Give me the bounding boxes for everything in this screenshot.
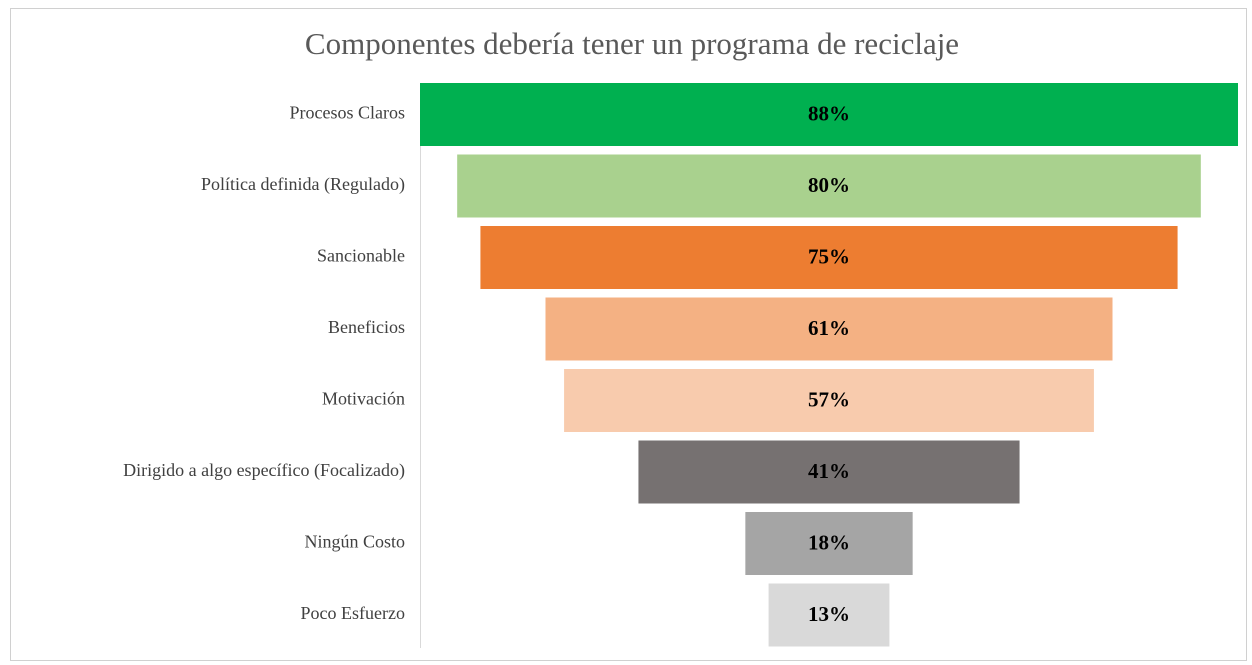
data-label: 80% bbox=[808, 173, 850, 197]
funnel-bar bbox=[457, 154, 1201, 218]
data-label: 18% bbox=[808, 530, 850, 554]
data-label: 88% bbox=[808, 101, 850, 125]
funnel-bar bbox=[638, 440, 1020, 504]
funnel-bar bbox=[480, 226, 1178, 289]
data-label: 61% bbox=[808, 316, 850, 340]
funnel-bar bbox=[564, 369, 1094, 432]
category-label: Poco Esfuerzo bbox=[301, 603, 405, 623]
category-label: Política definida (Regulado) bbox=[201, 174, 405, 195]
category-label: Dirigido a algo específico (Focalizado) bbox=[123, 460, 405, 481]
funnel-bar bbox=[768, 583, 890, 647]
chart-title: Componentes debería tener un programa de… bbox=[305, 26, 959, 61]
funnel-bar bbox=[745, 512, 913, 575]
category-label: Motivación bbox=[322, 389, 405, 409]
data-label: 41% bbox=[808, 459, 850, 483]
data-label: 75% bbox=[808, 244, 850, 268]
category-label: Sancionable bbox=[317, 246, 405, 266]
category-label: Ningún Costo bbox=[304, 532, 405, 552]
funnel-bar bbox=[545, 297, 1113, 361]
data-label: 57% bbox=[808, 387, 850, 411]
category-label: Procesos Claros bbox=[290, 103, 406, 123]
category-label: Beneficios bbox=[328, 317, 405, 337]
funnel-bar bbox=[420, 83, 1238, 146]
data-label: 13% bbox=[808, 602, 850, 626]
